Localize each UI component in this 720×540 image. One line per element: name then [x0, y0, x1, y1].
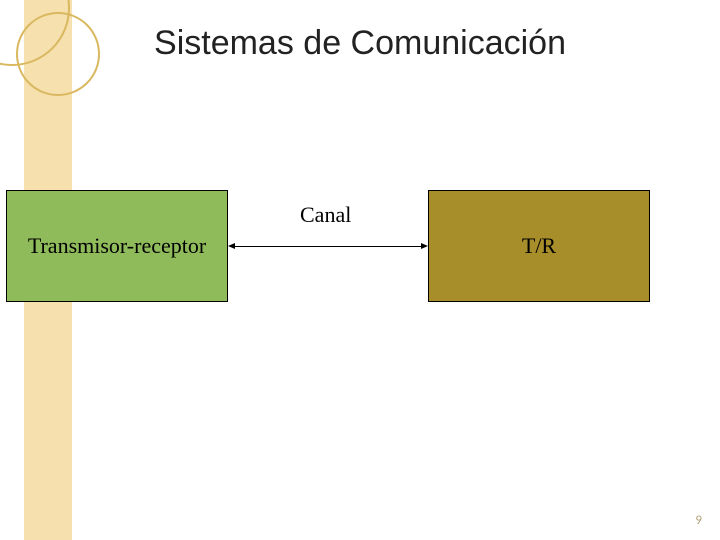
- slide: Sistemas de Comunicación Canal Transmiso…: [0, 0, 720, 540]
- transmitter-receiver-label: Transmisor-receptor: [28, 233, 206, 259]
- channel-connector-line: [235, 246, 421, 247]
- page-number: 9: [695, 513, 702, 528]
- canal-label: Canal: [300, 202, 351, 228]
- transmitter-receiver-block: Transmisor-receptor: [6, 190, 228, 302]
- arrow-right-icon: [421, 243, 428, 249]
- slide-title: Sistemas de Comunicación: [0, 24, 720, 63]
- tr-block: T/R: [428, 190, 650, 302]
- tr-label: T/R: [522, 233, 556, 259]
- arrow-left-icon: [228, 243, 235, 249]
